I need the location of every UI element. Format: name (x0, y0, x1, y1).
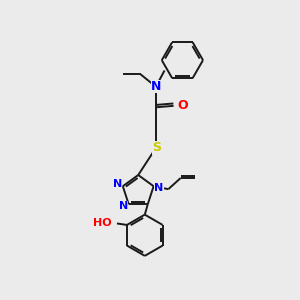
Text: N: N (154, 183, 164, 193)
Text: HO: HO (93, 218, 112, 228)
Text: N: N (113, 179, 122, 189)
Text: O: O (177, 99, 188, 112)
Text: N: N (151, 80, 161, 93)
Text: S: S (152, 141, 161, 154)
Text: N: N (119, 201, 128, 211)
